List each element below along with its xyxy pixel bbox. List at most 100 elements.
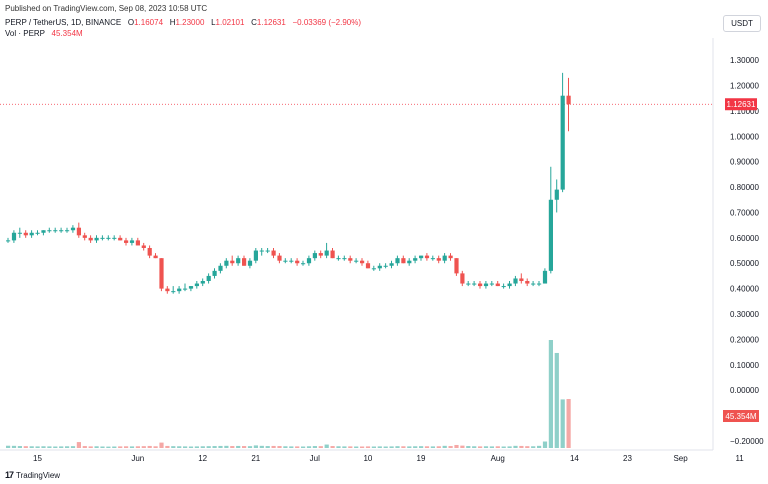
candle-body (183, 288, 188, 290)
candle-body (312, 253, 317, 259)
open-value: 1.16074 (134, 18, 164, 27)
candle-body (495, 283, 500, 287)
candle-body (336, 258, 341, 260)
y-tick-label: 0.10000 (730, 361, 759, 370)
volume-bar (301, 446, 306, 448)
y-tick-label: 0.90000 (730, 158, 759, 167)
volume-bar (212, 446, 217, 448)
candle-body (112, 237, 117, 239)
volume-bar (259, 445, 264, 448)
brand-name: TradingView (16, 470, 61, 480)
volume-bar (478, 446, 483, 448)
volume-bar (183, 446, 188, 448)
candle-body (483, 283, 489, 287)
candle-body (360, 260, 365, 264)
candle-body (11, 232, 17, 241)
volume-bar (153, 446, 158, 448)
volume-bar (188, 446, 194, 448)
high-label: H (169, 18, 176, 27)
candle-body (165, 288, 170, 292)
volume-bar (283, 446, 288, 448)
volume-bar (566, 399, 571, 448)
volume-bar (206, 446, 211, 448)
volume-bar (106, 446, 111, 448)
candle-body (259, 250, 264, 252)
volume-bar (94, 446, 99, 448)
volume-bar (407, 446, 412, 448)
candle-body (65, 230, 70, 232)
volume-bar (47, 446, 52, 448)
volume-bar (495, 446, 500, 448)
candle-body (531, 283, 536, 285)
candle-body (147, 248, 152, 256)
candle-body (478, 283, 483, 287)
volume-bar (118, 446, 123, 448)
volume-bar (236, 445, 241, 448)
candle-body (442, 255, 447, 261)
volume-bar (23, 446, 28, 448)
candle-body (76, 227, 81, 236)
last-price-label: 1.12631 (727, 100, 756, 109)
volume-bar (277, 446, 282, 448)
volume-value: 45.354M (51, 29, 83, 38)
y-tick-label: 0.00000 (730, 386, 759, 395)
volume-bar (265, 446, 270, 448)
candle-body (100, 237, 105, 239)
volume-bar (454, 444, 459, 448)
candle-body (324, 250, 329, 256)
volume-bar (413, 446, 418, 448)
candle-body (253, 250, 258, 261)
candle-body (23, 232, 28, 236)
candle-body (218, 265, 223, 271)
y-tick-label: 1.20000 (730, 82, 759, 91)
volume-bar (112, 446, 117, 448)
candle-body (200, 281, 205, 284)
candle-body (206, 275, 211, 281)
volume-bar (289, 446, 294, 448)
candle-body (41, 230, 46, 233)
currency-button[interactable]: USDT (723, 15, 761, 32)
candle-body (566, 95, 571, 105)
y-tick-label: 0.80000 (730, 183, 759, 192)
volume-bar (135, 446, 140, 448)
volume-bar (88, 446, 93, 448)
candle-body (413, 258, 418, 261)
candle-body (94, 237, 99, 241)
candle-body (277, 255, 282, 261)
volume-bar (554, 352, 559, 448)
x-tick-label: 14 (570, 454, 579, 463)
open-label: O (127, 18, 135, 27)
candle-body (542, 270, 548, 284)
volume-axis-label: 45.354M (725, 412, 756, 421)
volume-bar (224, 445, 229, 448)
volume-bar (371, 446, 376, 448)
volume-bar (395, 446, 400, 448)
volume-bar (318, 446, 323, 448)
volume-bar (82, 446, 87, 448)
volume-bar (218, 445, 223, 448)
volume-bar (354, 446, 359, 448)
candle-body (35, 232, 40, 234)
volume-bar (306, 446, 312, 448)
candle-body (135, 240, 140, 246)
x-tick-label: Aug (491, 454, 505, 463)
candle-body (153, 255, 158, 259)
candle-body (342, 258, 347, 260)
candle-body (141, 245, 146, 248)
volume-bar (360, 446, 365, 448)
volume-bar (430, 446, 435, 448)
volume-bar (448, 446, 453, 448)
candle-body (47, 230, 52, 232)
candle-body (247, 260, 253, 266)
volume-bar (383, 446, 388, 448)
low-label: L (211, 18, 216, 27)
candle-body (194, 283, 199, 287)
candle-body (448, 255, 453, 259)
volume-bar (312, 446, 317, 448)
tradingview-logo-icon: 17 (5, 470, 14, 480)
x-tick-label: Sep (673, 454, 688, 463)
y-tick-label: 1.00000 (730, 132, 759, 141)
volume-bar (342, 446, 347, 448)
volume-bar (365, 446, 371, 448)
